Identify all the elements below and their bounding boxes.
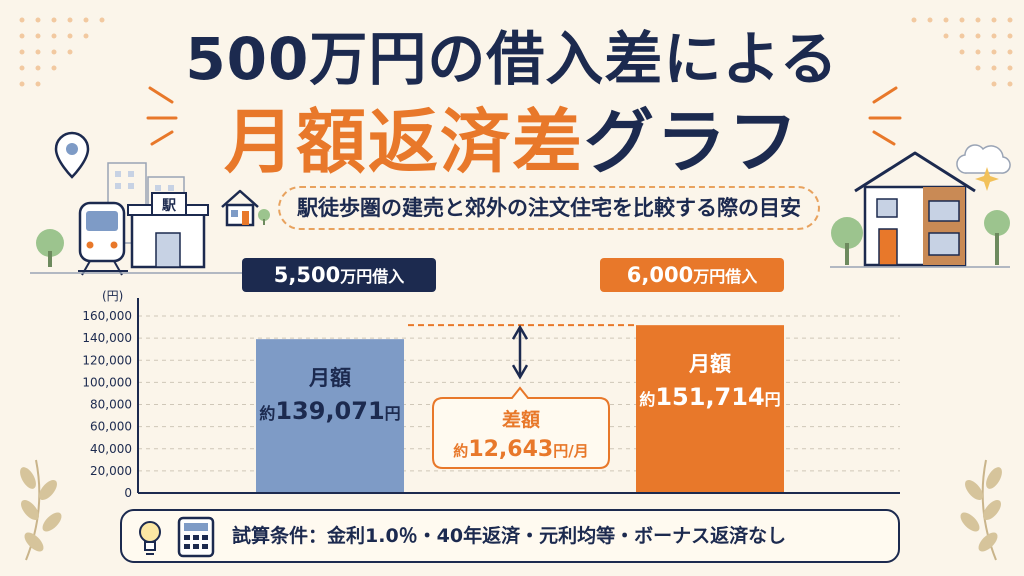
difference-prefix: 約 (453, 442, 468, 460)
y-tick-label: 120,000 (82, 353, 132, 367)
bar-label-number: 139,071 (275, 397, 384, 425)
station-illustration: 駅 (30, 131, 250, 276)
difference-label-value: 約12,643円/月 (453, 437, 588, 462)
train-icon (78, 201, 128, 276)
y-axis-unit: (円) (102, 289, 123, 303)
difference-arrow-head-up (511, 324, 529, 340)
cloud-icon (956, 144, 1011, 174)
house-illustration (830, 144, 1011, 268)
y-tick-label: 100,000 (82, 375, 132, 389)
station-sign: 駅 (162, 198, 177, 214)
bar-label-value: 約151,714円 (639, 383, 780, 411)
y-tick-label: 20,000 (90, 464, 132, 478)
loan-tag-5500-amount: 5,500 (273, 263, 341, 287)
bar-0 (256, 339, 404, 493)
difference-unit: 円/月 (553, 442, 588, 460)
dot-pattern-left (19, 17, 105, 87)
bar-label-prefix: 約 (639, 390, 655, 409)
loan-tag-6000-amount: 6,000 (626, 263, 694, 287)
y-tick-label: 160,000 (82, 309, 132, 323)
bar-1 (636, 325, 784, 493)
subtitle-banner: 駅徒歩圏の建売と郊外の注文住宅を比較する際の目安 (278, 186, 820, 230)
difference-callout-box (432, 386, 610, 469)
tree-icon (36, 229, 64, 267)
y-tick-label: 140,000 (82, 331, 132, 345)
y-tick-label: 40,000 (90, 442, 132, 456)
calculator-icon (177, 516, 215, 558)
difference-arrow-head-down (511, 364, 529, 380)
bar-label-title: 月額 (688, 352, 731, 376)
dot-pattern-right (911, 17, 1013, 87)
accent-lines-right (868, 86, 902, 146)
bar-label-unit: 円 (765, 390, 781, 409)
leaf-icon-right (960, 459, 1002, 561)
station-icon: 駅 (127, 192, 209, 269)
title-rest: グラフ (584, 101, 800, 183)
bar-label-prefix: 約 (259, 404, 275, 423)
lightbulb-icon (139, 521, 161, 555)
difference-number: 12,643 (468, 437, 553, 462)
difference-label-title: 差額 (502, 408, 540, 431)
sparkle-icon (975, 167, 999, 191)
bar-label-unit: 円 (385, 404, 401, 423)
leaf-icon-left (20, 459, 62, 561)
loan-tag-6000: 6,000万円借入 (600, 258, 784, 292)
bar-label-value: 約139,071円 (259, 397, 400, 425)
accent-lines-left (146, 86, 178, 146)
bar-label-number: 151,714 (655, 383, 764, 411)
title-line-1: 500万円の借入差による (185, 25, 839, 93)
bar-label-title: 月額 (308, 366, 351, 390)
small-house-icon (221, 189, 270, 227)
y-tick-label: 80,000 (90, 398, 132, 412)
y-tick-label: 0 (124, 486, 132, 500)
conditions-box: 試算条件：金利1.0％・40年返済・元利均等・ボーナス返済なし (120, 509, 900, 563)
loan-tag-5500-unit: 万円借入 (340, 267, 405, 286)
y-tick-label: 60,000 (90, 420, 132, 434)
loan-tag-6000-unit: 万円借入 (693, 267, 758, 286)
title-accent: 月額返済差 (224, 101, 584, 183)
location-pin-icon (54, 131, 90, 179)
house-icon (854, 151, 976, 267)
title-line-2: 月額返済差グラフ (0, 86, 1024, 187)
loan-tag-5500: 5,500万円借入 (242, 258, 436, 292)
y-axis-ticks: 0 20,000 40,000 60,000 80,000 100,000 120,000 1… (82, 309, 132, 500)
conditions-text: 試算条件：金利1.0％・40年返済・元利均等・ボーナス返済なし (232, 525, 787, 547)
